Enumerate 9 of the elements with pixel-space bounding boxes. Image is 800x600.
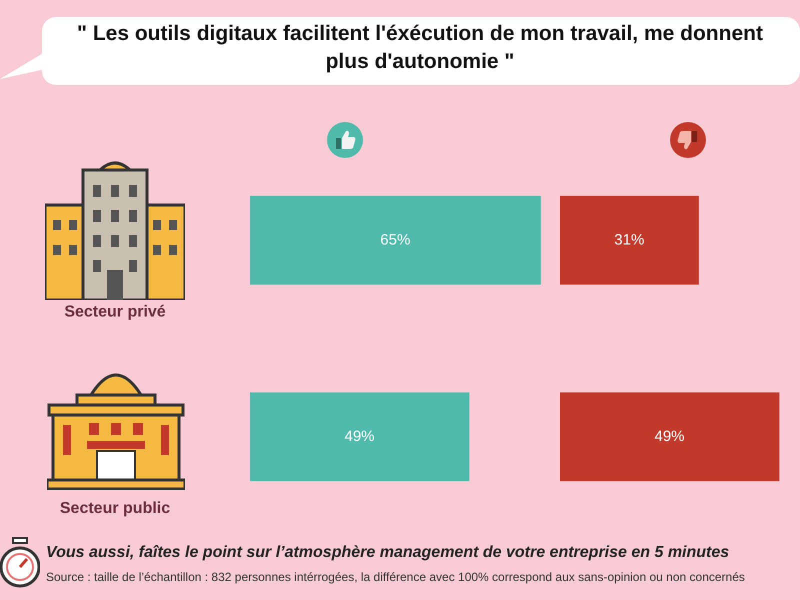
y-tick-label: Secteur privé [64,304,166,321]
data-label: 49% [344,428,375,445]
data-label: 49% [654,428,685,445]
data-label: 65% [380,231,410,248]
chart-title: " Les outils digitaux facilitent l'éxécution de mon travail, me donnent plus d'autonomie " [76,21,764,75]
annotation: Source : taille de l’échantillon : 832 personnes intérrogées, la différence avec 100% correspond aux sans-opinion ou non concernés [46,570,745,584]
data-label: 31% [614,231,644,248]
annotation: Vous aussi, faîtes le point sur l’atmosphère management de votre entreprise en 5 minutes [46,544,730,562]
y-tick-label: Secteur public [60,500,170,518]
